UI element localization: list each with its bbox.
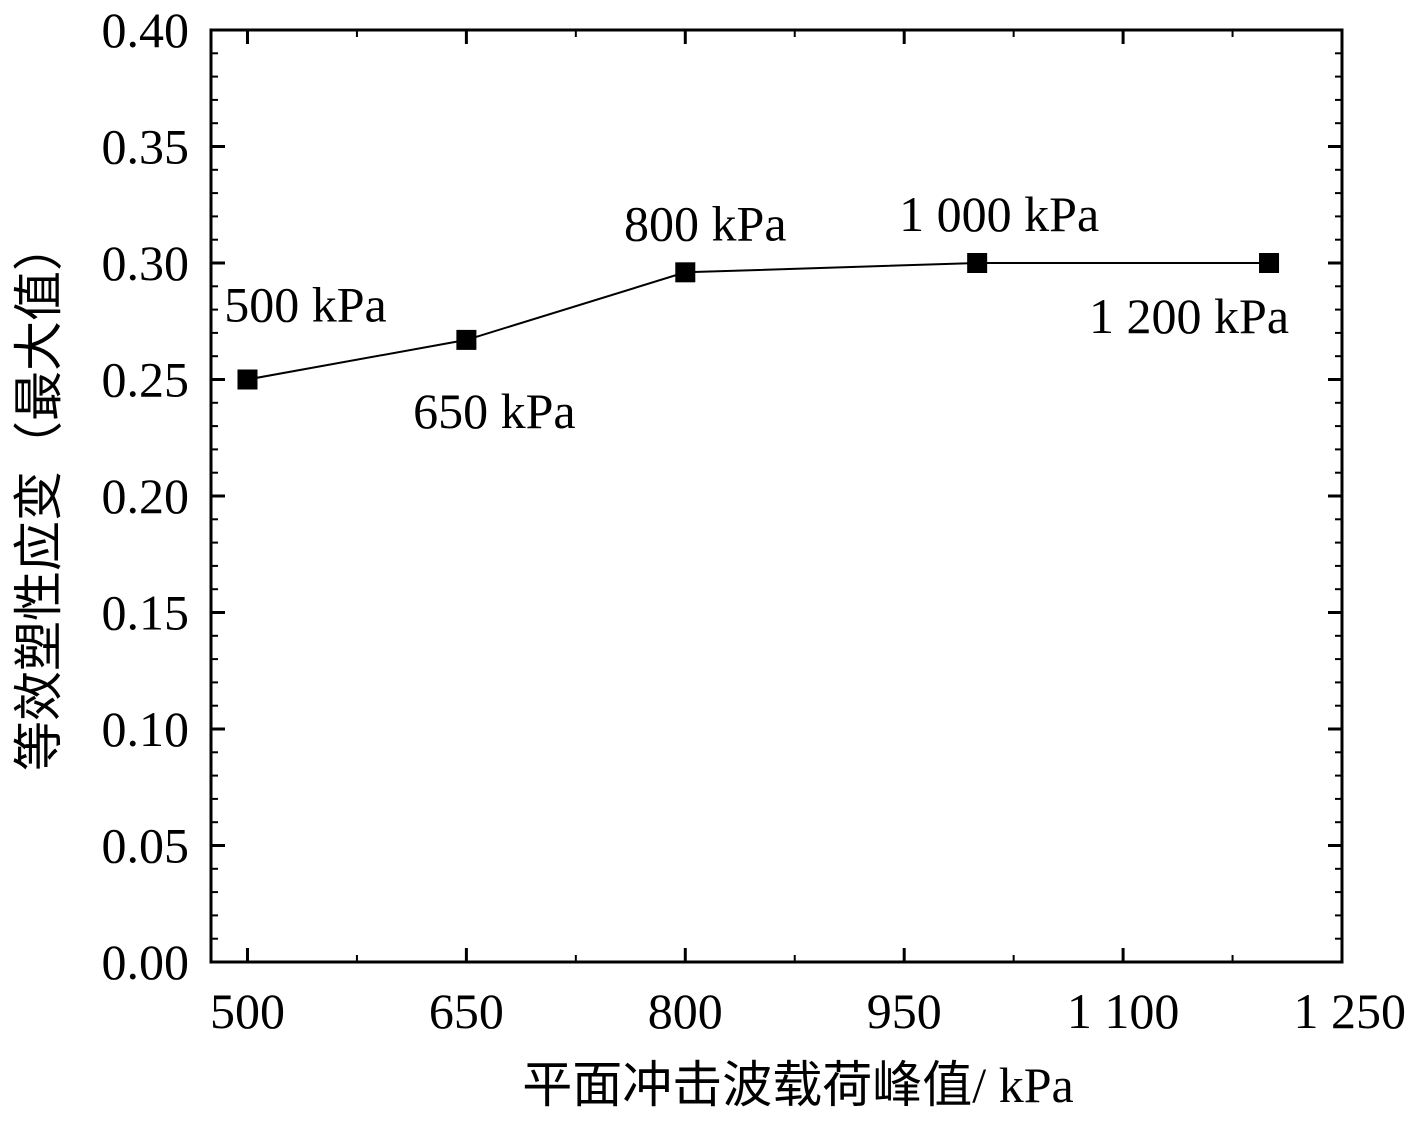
y-tick-label: 0.00 <box>102 934 190 990</box>
data-label: 1 000 kPa <box>899 186 1099 242</box>
y-tick-label: 0.10 <box>102 701 190 757</box>
data-point <box>237 369 258 390</box>
y-tick-label: 0.40 <box>102 2 190 58</box>
y-axis-title: 等效塑性应变（最大值） <box>11 221 67 771</box>
data-point <box>1259 253 1280 273</box>
data-label: 800 kPa <box>624 195 787 251</box>
data-label: 650 kPa <box>413 383 576 439</box>
plot-frame <box>209 28 1344 964</box>
y-tick-label: 0.35 <box>102 119 190 175</box>
y-tick-label: 0.30 <box>102 235 190 291</box>
x-tick-label: 950 <box>867 983 942 1039</box>
data-label: 1 200 kPa <box>1089 288 1289 344</box>
y-tick-label: 0.15 <box>102 585 190 641</box>
data-point <box>675 262 696 283</box>
y-axis: 0.00 0.05 0.10 0.15 0.20 0.25 0.30 0.35 0.40 <box>102 2 1342 990</box>
data-label: 500 kPa <box>224 277 387 333</box>
y-tick-label: 0.05 <box>102 818 190 874</box>
y-tick-label: 0.20 <box>102 468 190 524</box>
data-point <box>967 253 988 273</box>
x-tick-label: 1 250 <box>1294 983 1407 1039</box>
x-tick-label: 650 <box>429 983 504 1039</box>
data-series <box>237 253 1280 390</box>
point-labels: 500 kPa 650 kPa 800 kPa 1 000 kPa 1 200 kPa <box>224 186 1289 439</box>
x-tick-label: 500 <box>210 983 285 1039</box>
x-tick-label: 1 100 <box>1067 983 1180 1039</box>
x-tick-label: 800 <box>648 983 723 1039</box>
data-point <box>456 329 477 350</box>
x-axis: 500 650 800 950 1 100 1 250 <box>210 30 1406 1039</box>
x-axis-title: 平面冲击波载荷峰值/ kPa <box>522 1057 1073 1113</box>
y-tick-label: 0.25 <box>102 352 190 408</box>
